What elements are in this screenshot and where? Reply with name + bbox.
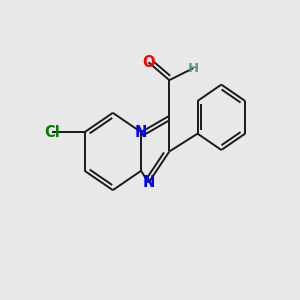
Text: O: O [142,55,155,70]
Text: N: N [142,175,155,190]
Text: N: N [135,125,147,140]
Text: Cl: Cl [44,125,60,140]
Text: H: H [188,62,199,75]
